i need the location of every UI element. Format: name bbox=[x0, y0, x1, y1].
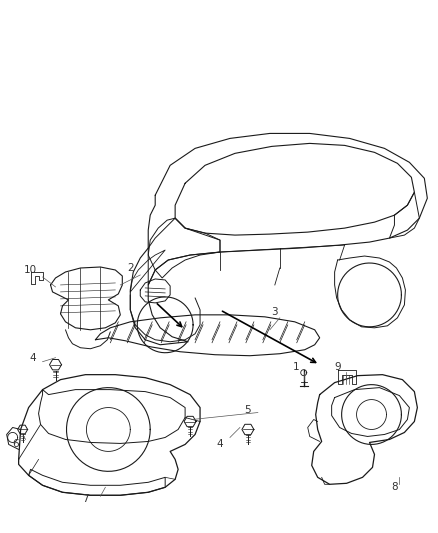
Text: 5: 5 bbox=[244, 405, 251, 415]
Text: 4: 4 bbox=[217, 439, 223, 449]
Text: 2: 2 bbox=[127, 263, 134, 273]
Text: 6: 6 bbox=[12, 439, 19, 449]
Text: 3: 3 bbox=[272, 307, 278, 317]
Text: 9: 9 bbox=[334, 362, 341, 372]
Text: 4: 4 bbox=[29, 353, 36, 363]
Text: 7: 7 bbox=[82, 494, 89, 504]
Text: 10: 10 bbox=[24, 265, 37, 275]
Text: 1: 1 bbox=[293, 362, 299, 372]
Text: 8: 8 bbox=[391, 482, 398, 492]
